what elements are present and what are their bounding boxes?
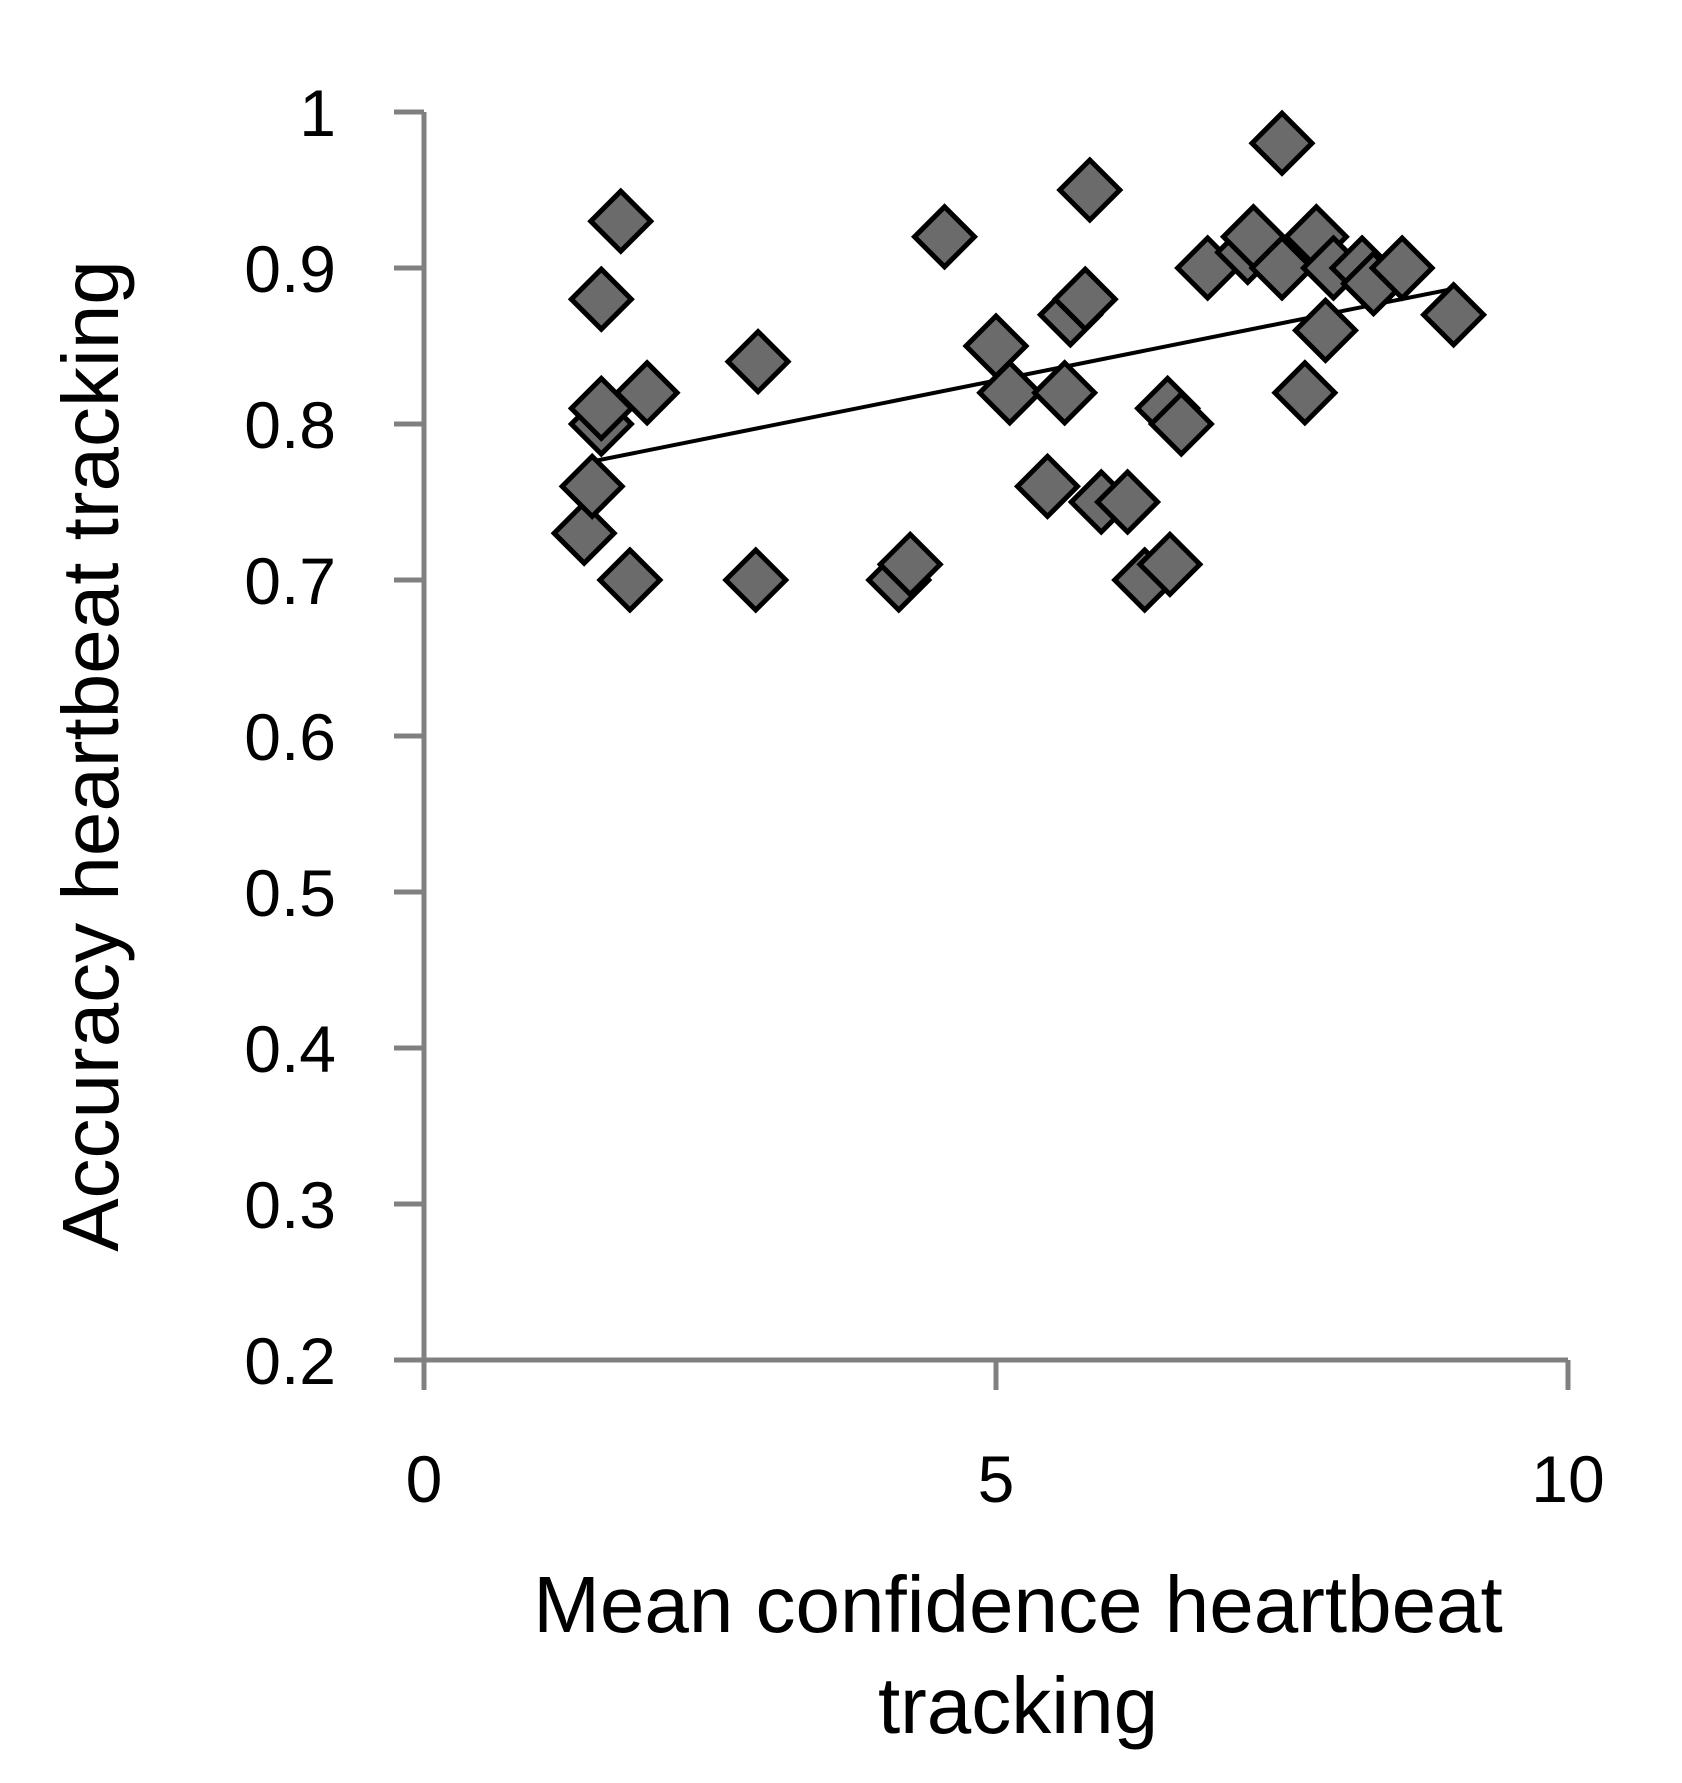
data-point	[1368, 234, 1436, 302]
data-point	[1031, 359, 1099, 427]
data-point	[1094, 468, 1162, 536]
y-tick-label: 0.7	[244, 544, 336, 618]
y-tick-label: 1	[299, 76, 336, 150]
data-point	[1271, 359, 1339, 427]
y-tick-label: 0.3	[244, 1168, 336, 1242]
y-axis-title: Accuracy heartbeat tracking	[46, 260, 135, 1252]
tick-labels-group: 0.20.30.40.50.60.70.80.910 5 10	[244, 76, 1604, 1516]
points-group	[550, 109, 1488, 614]
data-point	[596, 546, 664, 614]
data-point	[1136, 530, 1204, 598]
data-point	[722, 546, 790, 614]
data-point	[1013, 452, 1082, 520]
data-point	[1056, 156, 1124, 224]
data-point	[1420, 281, 1488, 349]
x-tick-label: 5	[978, 1442, 1015, 1516]
y-tick-label: 0.4	[244, 1012, 336, 1086]
x-tick-label: 10	[1531, 1442, 1604, 1516]
data-point	[1051, 265, 1119, 333]
data-point	[558, 452, 626, 520]
data-point	[1248, 109, 1316, 177]
data-point	[587, 187, 655, 255]
y-tick-label: 0.2	[244, 1324, 336, 1398]
data-point	[724, 328, 792, 396]
data-point	[613, 359, 681, 427]
y-tick-label: 0.9	[244, 232, 336, 306]
data-point	[910, 203, 979, 271]
data-point	[976, 359, 1044, 427]
ticks-group	[394, 109, 1571, 1390]
y-tick-label: 0.8	[244, 388, 336, 462]
data-point	[1291, 296, 1360, 364]
data-point	[567, 265, 635, 333]
data-point	[550, 499, 618, 567]
axis-titles-group: Accuracy heartbeat tracking Mean confide…	[46, 260, 1503, 1750]
x-tick-label: 0	[406, 1442, 443, 1516]
y-tick-label: 0.5	[244, 856, 336, 930]
y-tick-label: 0.6	[244, 700, 336, 774]
x-axis-title: Mean confidence heartbeat tracking	[533, 1560, 1503, 1750]
data-point	[876, 530, 944, 598]
data-point	[1248, 234, 1316, 302]
data-point	[1147, 390, 1215, 458]
